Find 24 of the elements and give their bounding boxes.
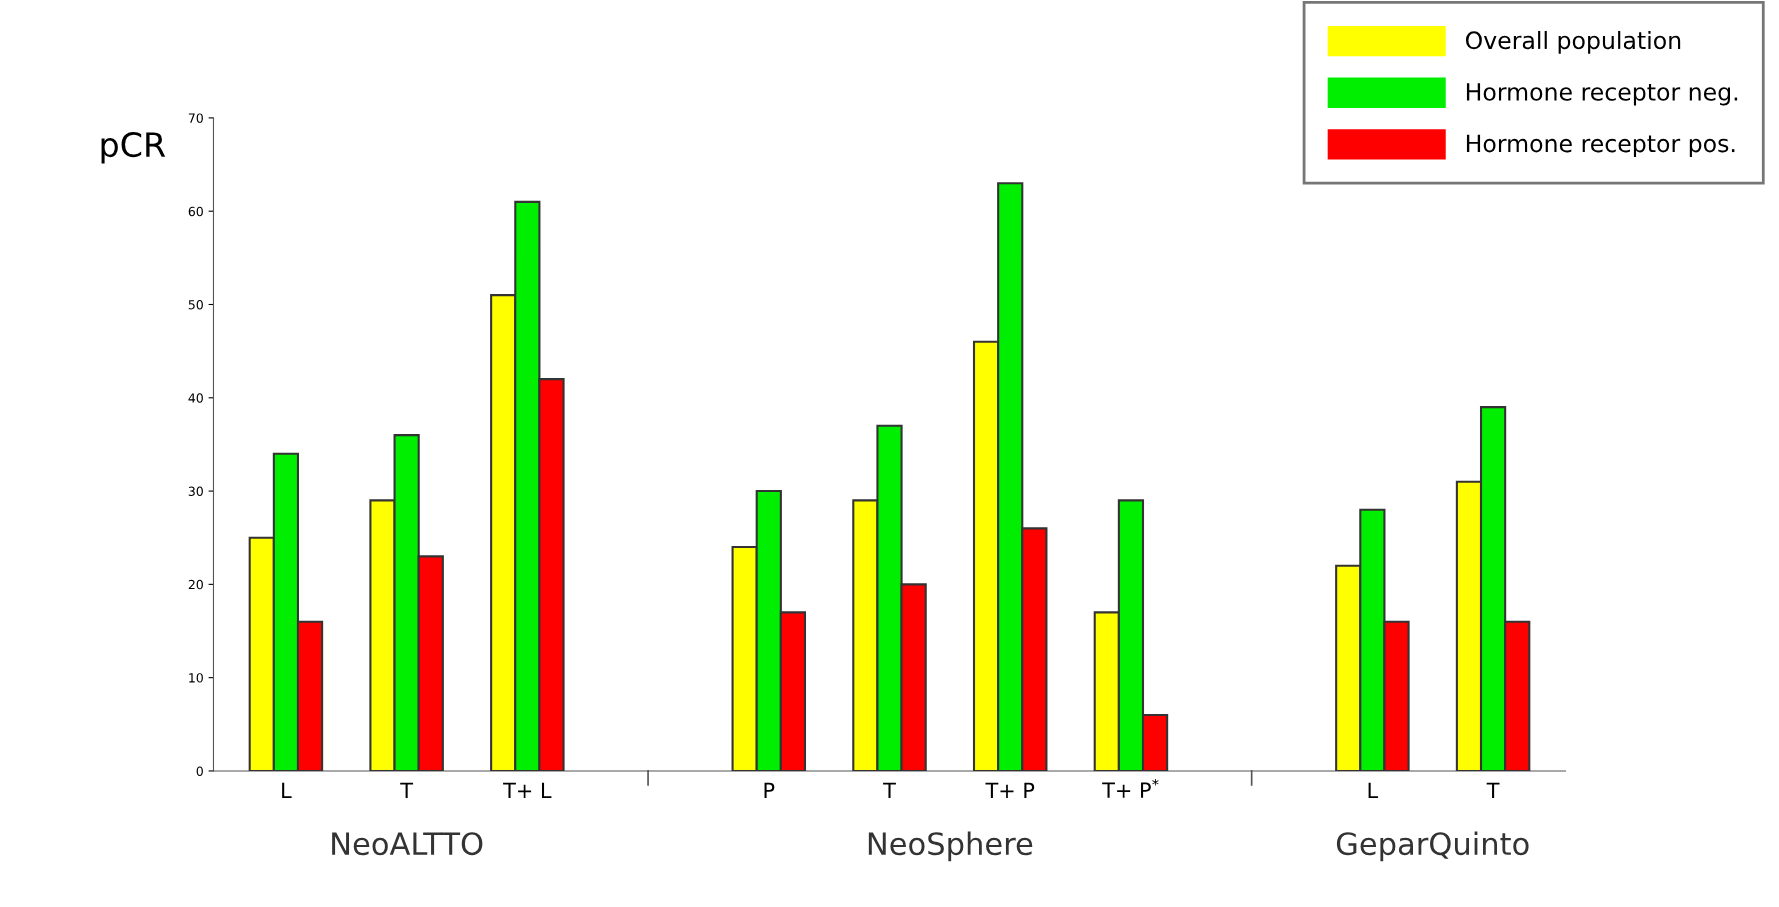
y-tick-label: 30 <box>188 486 203 496</box>
x-tick-label: L <box>282 782 292 798</box>
y-tick-label: 20 <box>188 579 203 590</box>
text: NeoALTTO <box>332 832 483 856</box>
y-tick-label: 10 <box>189 673 203 683</box>
x-tick-label: P <box>764 782 775 798</box>
x-tick-label: T <box>883 782 896 798</box>
y-tick-label: 50 <box>188 299 203 310</box>
y-tick-label: 60 <box>188 206 203 217</box>
y-tick-label: 40 <box>188 393 203 403</box>
y-tick-label: 0 <box>196 766 203 776</box>
x-tick-label: T <box>1486 782 1500 798</box>
text: NeoSphere <box>868 831 1033 862</box>
y-tick-label: 70 <box>188 113 203 123</box>
x-tick-label: T+ P <box>985 782 1035 798</box>
legend-label: Overall population <box>1465 30 1681 54</box>
legend-label: Hormone receptor neg. <box>1466 83 1738 106</box>
y-axis-title: pCR <box>101 131 166 164</box>
x-tick-label: T+ L <box>503 782 552 798</box>
x-tick-label: T+ P$^{*}$ <box>1102 778 1159 798</box>
x-tick-label: L <box>1368 782 1379 798</box>
legend-label: Hormone receptor pos. <box>1466 134 1735 157</box>
x-tick-label: T <box>400 782 414 798</box>
text: GeparQuinto <box>1336 831 1529 862</box>
